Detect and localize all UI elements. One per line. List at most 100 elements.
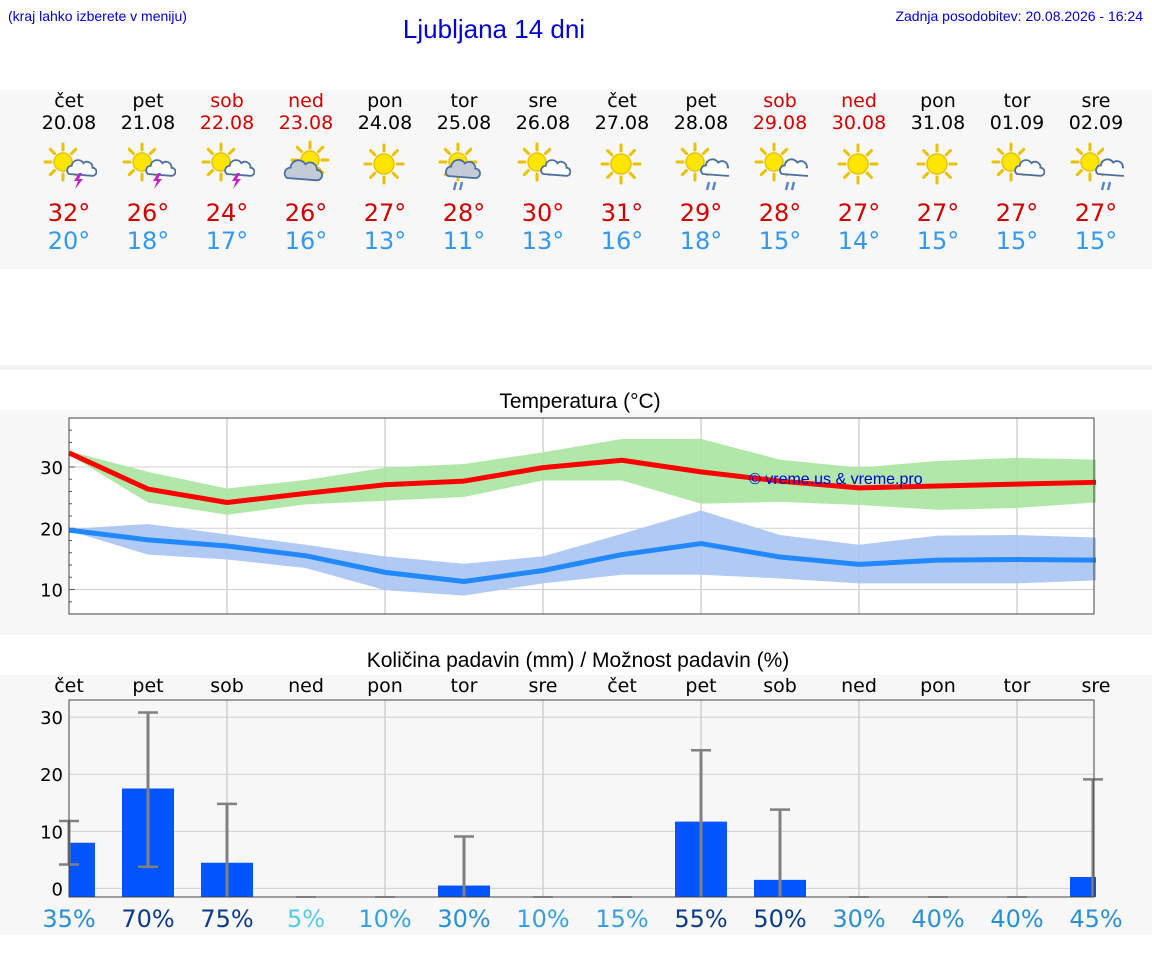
x-category-label: pon (920, 675, 956, 697)
min-temperature: 20° (47, 227, 91, 255)
min-temperature: 15° (995, 227, 1039, 255)
y-tick-label: 0 (52, 879, 63, 900)
precipitation-probability: 5% (287, 905, 325, 933)
max-temperature-range-band (69, 438, 1096, 515)
last-updated: Zadnja posodobitev: 20.08.2026 - 16:24 (895, 8, 1143, 24)
precipitation-probability: 40% (990, 905, 1043, 933)
day-column: ned 23.08 26° 16° (267, 90, 346, 255)
day-name: sre (1081, 90, 1111, 112)
chart-background (0, 675, 1152, 935)
day-date: 24.08 (357, 112, 413, 134)
watermark: © vreme.us & vreme.pro (749, 471, 923, 488)
x-category-label: sob (763, 675, 797, 697)
precipitation-bar (1070, 877, 1096, 897)
x-category-label: pet (685, 675, 716, 697)
max-temperature: 26° (126, 199, 170, 227)
precipitation-probability: 10% (516, 905, 569, 933)
sun-rain-icon (754, 142, 808, 191)
min-temperature: 11° (442, 227, 486, 255)
day-column: pet 28.08 29° 18° (662, 90, 741, 255)
chart-title: Količina padavin (mm) / Možnost padavin … (367, 649, 790, 672)
x-category-label: tor (451, 675, 478, 697)
x-category-label: ned (288, 675, 324, 697)
sun-thunderstorm-icon (201, 142, 255, 189)
precipitation-probability: 45% (1069, 905, 1122, 933)
day-date: 28.08 (673, 112, 729, 134)
max-temperature: 31° (600, 199, 644, 227)
precipitation-chart: Količina padavin (mm) / Možnost padavin … (0, 649, 1152, 935)
min-temperature-line (68, 527, 1097, 585)
day-name: pon (920, 90, 956, 112)
day-column: pon 31.08 27° 15° (899, 90, 978, 255)
day-name: pon (367, 90, 403, 112)
day-column: čet 27.08 31° 16° (583, 90, 662, 255)
min-temperature: 15° (1074, 227, 1118, 255)
day-column: pet 21.08 26° 18° (109, 90, 188, 255)
precipitation-probability: 10% (358, 905, 411, 933)
precipitation-probability: 30% (437, 905, 490, 933)
precipitation-probability: 50% (753, 905, 806, 933)
sun-icon (363, 143, 405, 185)
max-temperature: 27° (1074, 199, 1118, 227)
sun-thunderstorm-icon (43, 142, 97, 189)
max-temperature: 30° (521, 199, 565, 227)
day-name: sob (763, 90, 797, 112)
x-category-label: sob (210, 675, 244, 697)
min-temperature: 16° (600, 227, 644, 255)
max-temperature: 24° (205, 199, 249, 227)
sun-icon (600, 143, 642, 185)
day-column: sob 22.08 24° 17° (188, 90, 267, 255)
precipitation-probability: 35% (42, 905, 95, 933)
day-name: sre (528, 90, 558, 112)
sun-small-cloud-icon (991, 142, 1045, 182)
precipitation-bar (69, 842, 95, 897)
max-temperature: 29° (679, 199, 723, 227)
min-temperature: 13° (363, 227, 407, 255)
precipitation-probability: 55% (674, 905, 727, 933)
day-column: tor 01.09 27° 15° (978, 90, 1057, 255)
plot-frame (68, 699, 1095, 898)
max-temperature: 32° (47, 199, 91, 227)
day-name: čet (607, 90, 637, 112)
day-column: pon 24.08 27° 13° (346, 90, 425, 255)
min-temperature: 14° (837, 227, 881, 255)
x-category-label: sre (529, 675, 558, 697)
chart-title: Temperatura (°C) (499, 390, 660, 413)
precipitation-probability: 75% (200, 905, 253, 933)
x-category-label: pet (132, 675, 163, 697)
day-column: čet 20.08 32° 20° (30, 90, 109, 255)
y-tick-label: 10 (40, 822, 63, 843)
plot-frame (68, 417, 1095, 615)
x-category-label: čet (54, 675, 84, 697)
daily-forecast-strip: čet 20.08 32° 20° pet 21.08 26° 18° sob 22.08 24° 1… (0, 90, 1152, 269)
day-column: ned 30.08 27° 14° (820, 90, 899, 255)
location-hint: (kraj lahko izberete v meniju) (8, 8, 187, 24)
day-date: 01.09 (989, 112, 1045, 134)
day-name: pet (132, 90, 164, 112)
y-tick-label: 30 (40, 708, 63, 729)
day-date: 20.08 (41, 112, 97, 134)
x-category-label: pon (367, 675, 403, 697)
y-tick-label: 20 (40, 765, 63, 786)
max-temperature: 26° (284, 199, 328, 227)
min-temperature: 18° (679, 227, 723, 255)
day-name: sob (210, 90, 244, 112)
x-category-label: ned (841, 675, 877, 697)
sun-behind-cloud-icon (283, 140, 330, 182)
max-temperature: 27° (837, 199, 881, 227)
precipitation-probability: 40% (911, 905, 964, 933)
y-tick-label: 10 (40, 581, 63, 602)
sun-rain-icon (675, 142, 729, 191)
precipitation-probability: 70% (121, 905, 174, 933)
max-temperature: 27° (995, 199, 1039, 227)
day-name: ned (288, 90, 324, 112)
x-category-label: tor (1004, 675, 1031, 697)
max-temperature: 28° (442, 199, 486, 227)
temperature-chart: Temperatura (°C) 10 20 30 © vreme.us & vreme… (0, 390, 1152, 635)
min-temperature: 13° (521, 227, 565, 255)
day-column: sob 29.08 28° 15° (741, 90, 820, 255)
x-category-label: čet (607, 675, 637, 697)
day-date: 23.08 (278, 112, 334, 134)
day-date: 22.08 (199, 112, 255, 134)
min-temperature: 17° (205, 227, 249, 255)
